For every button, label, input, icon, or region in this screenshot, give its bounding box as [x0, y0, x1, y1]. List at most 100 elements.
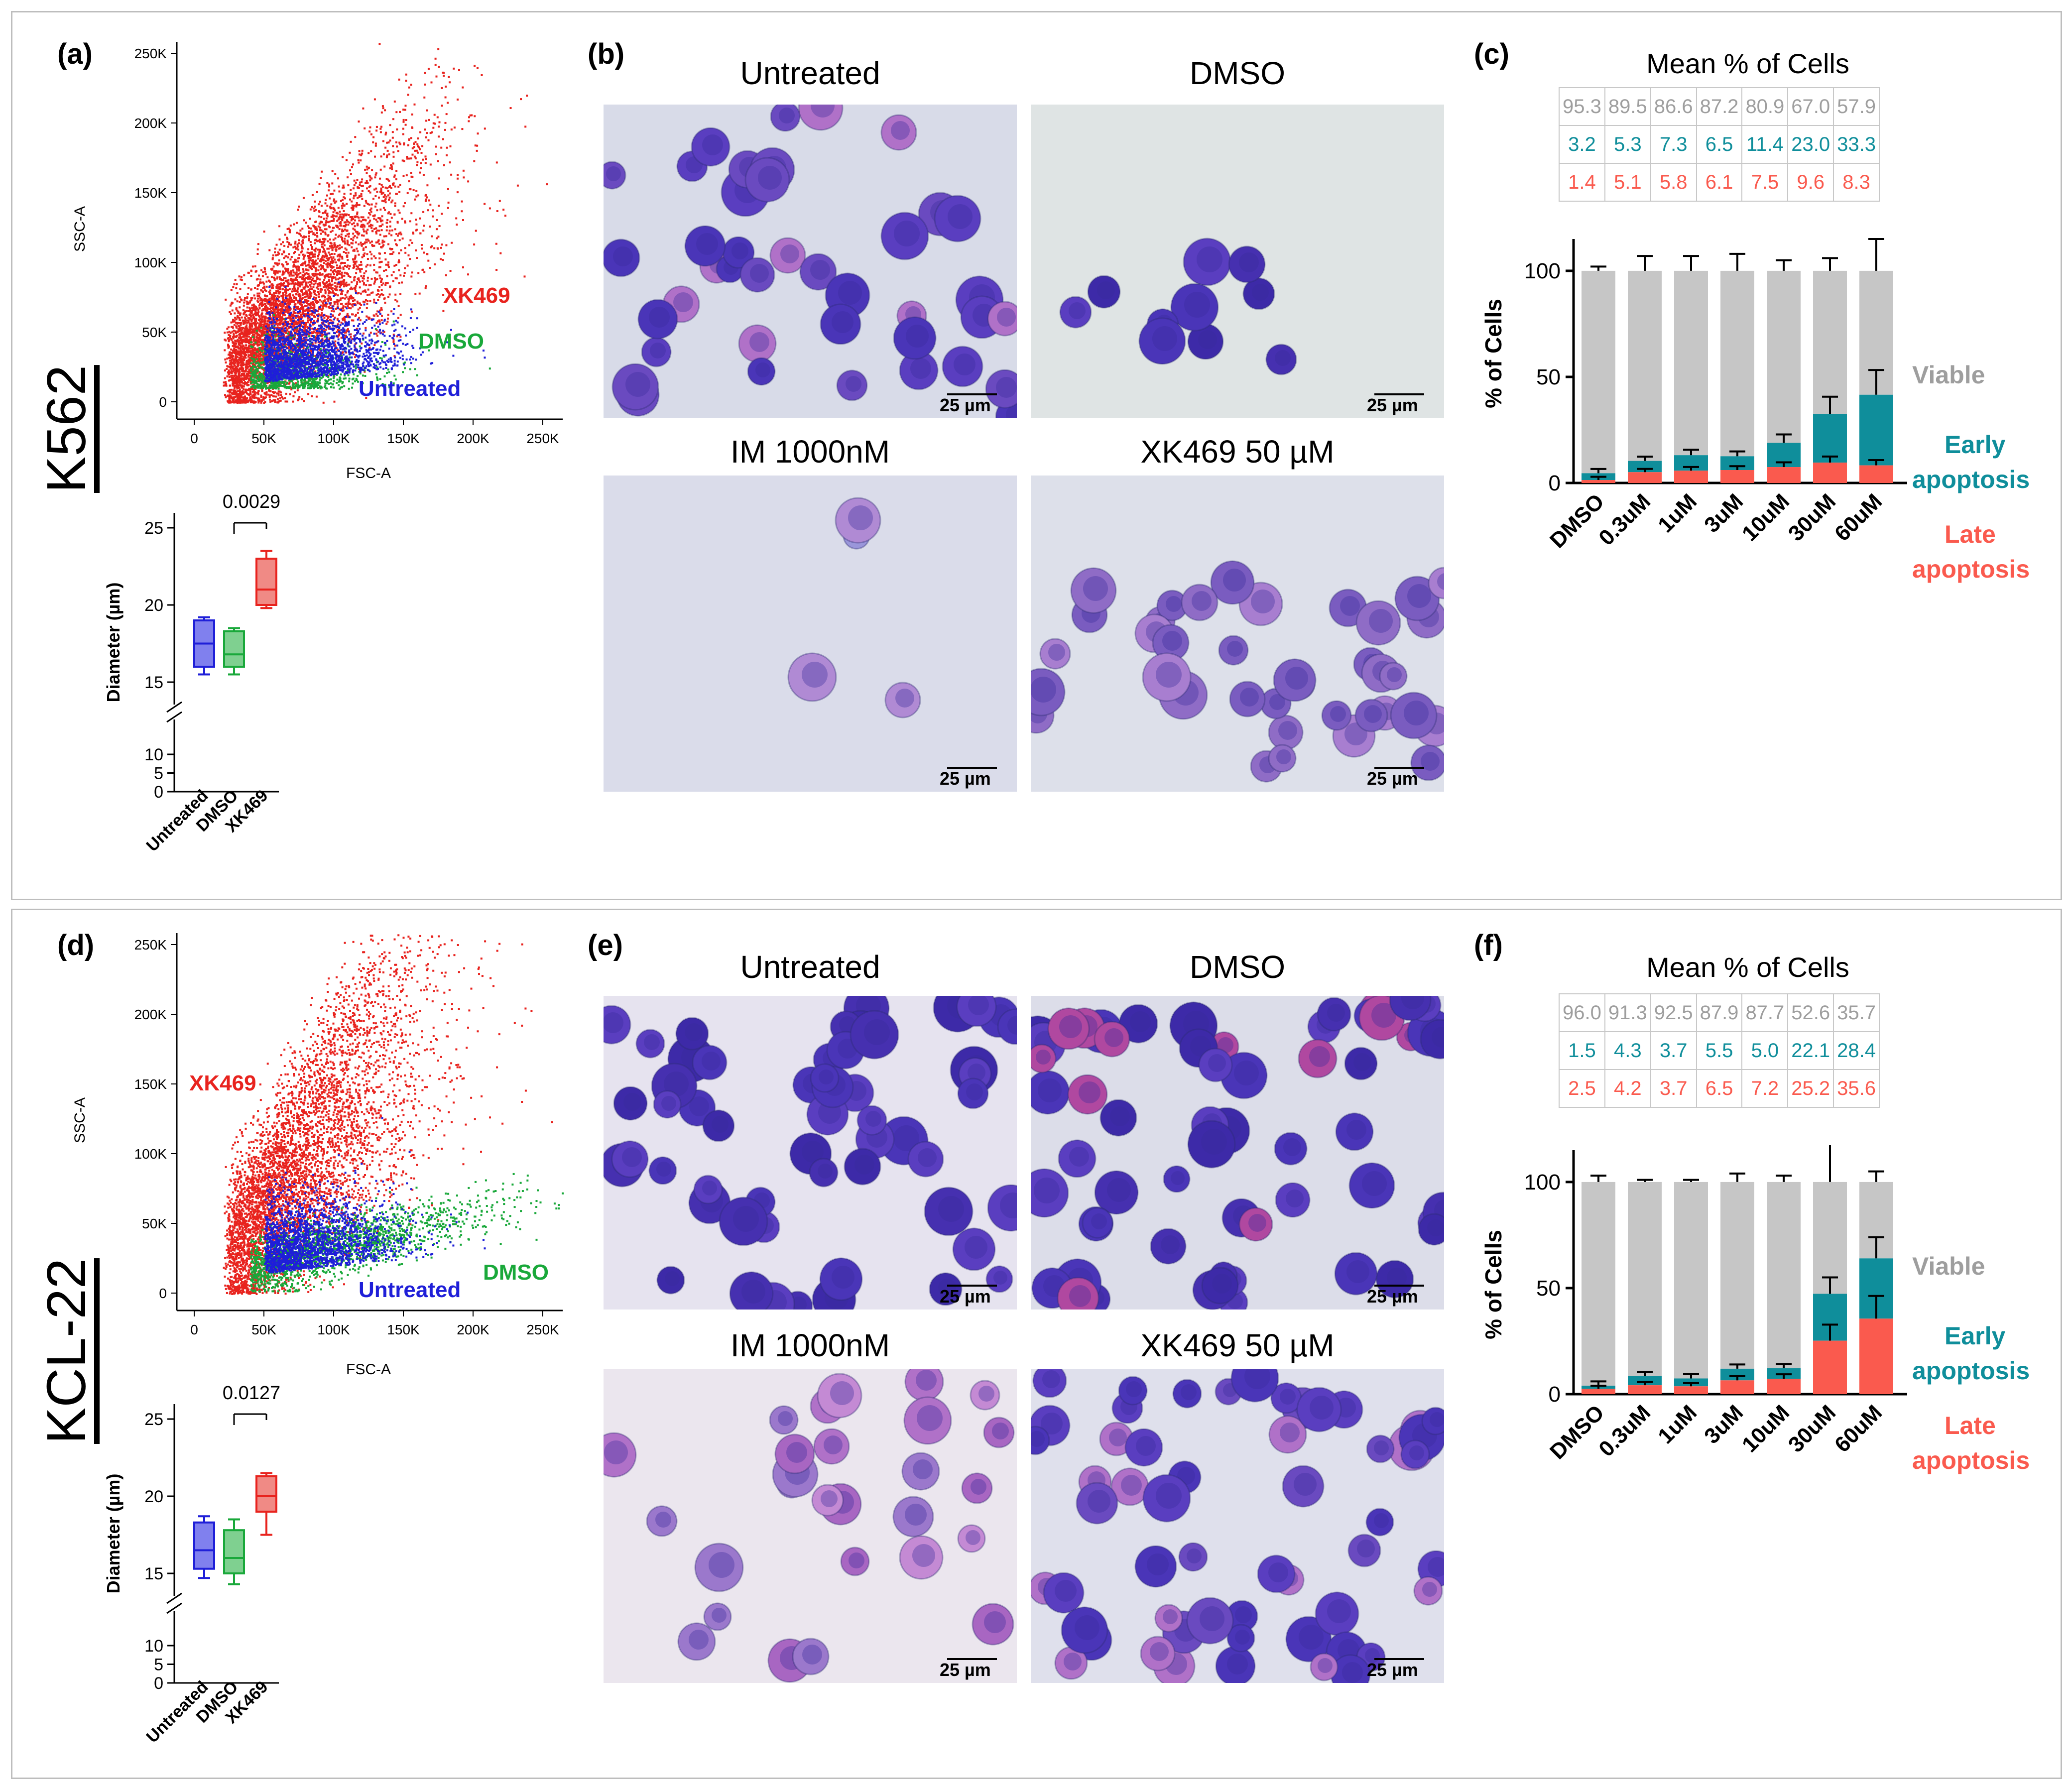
- bar-xtick: 30uM: [1784, 1400, 1840, 1457]
- micro-title-im: IM 1000nM: [730, 434, 890, 470]
- scatter-ylabel: SSC-A: [72, 1097, 88, 1143]
- panel-label-e: (e): [588, 929, 623, 961]
- bar-late: [1859, 465, 1893, 483]
- boxplot-ylabel: Diameter (µm): [103, 583, 123, 703]
- boxplot-ytick: 10: [144, 1637, 163, 1656]
- scatter-plot-kcl22: 0 0 50K 50K 100K 100K 150K 150K 200K 200K 250K 250K…: [72, 933, 564, 1378]
- scatter-xtick: 100K: [317, 1322, 350, 1337]
- bar-late: [1813, 463, 1847, 483]
- mean-cell-viable: 57.9: [1833, 87, 1880, 126]
- boxplot-ylabel: Diameter (µm): [103, 1474, 123, 1594]
- scatter-ytick: 0: [159, 394, 167, 410]
- bar-xtick: 10uM: [1737, 489, 1794, 546]
- scatter-xlabel: FSC-A: [346, 465, 391, 478]
- mean-cell-viable: 96.0: [1559, 993, 1605, 1032]
- legend-late-1: Late: [1945, 1412, 1996, 1439]
- mean-cell-viable: 92.5: [1650, 993, 1697, 1032]
- bar-viable: [1813, 1182, 1847, 1294]
- legend-early-2: apoptosis: [1912, 466, 2030, 493]
- mean-cell-late: 1.4: [1559, 163, 1605, 202]
- mean-cell-viable: 52.6: [1787, 993, 1834, 1032]
- mean-cell-late: 5.8: [1650, 163, 1697, 202]
- micrograph-kcl22-xk: 25 µm: [1031, 1369, 1444, 1683]
- boxplot-ytick: 25: [144, 519, 163, 538]
- scatter-label-untreated: Untreated: [359, 1278, 461, 1302]
- bar-viable: [1720, 1182, 1754, 1369]
- scatter-points-kcl22: [223, 934, 564, 1295]
- legend-early-2: apoptosis: [1912, 1357, 2030, 1385]
- legend-viable: Viable: [1912, 361, 1985, 389]
- panel-label-f: (f): [1474, 929, 1503, 961]
- mean-cell-early: 5.5: [1696, 1031, 1743, 1070]
- bar-ytick: 100: [1524, 259, 1561, 283]
- mean-cell-late: 7.5: [1741, 163, 1789, 202]
- bar-viable: [1582, 270, 1615, 474]
- scatter-ytick: 150K: [134, 1076, 167, 1092]
- mean-table-title: Mean % of Cells: [1646, 48, 1849, 79]
- micro-title-dmso: DMSO: [1190, 55, 1285, 91]
- bar-ytick: 0: [1549, 1382, 1561, 1407]
- boxplot-ytick: 0: [154, 783, 163, 802]
- scatter-xtick: 50K: [251, 431, 276, 446]
- bar-late: [1767, 467, 1801, 483]
- boxplot-ytick: 10: [144, 745, 163, 764]
- scatter-ytick: 50K: [142, 1216, 167, 1231]
- bar-viable: [1628, 270, 1662, 461]
- bar-ytick: 100: [1524, 1170, 1561, 1194]
- bar-early: [1813, 414, 1847, 463]
- legend-early-1: Early: [1945, 1322, 2006, 1350]
- scatter-label-xk469: XK469: [443, 283, 510, 308]
- micrograph-kcl22-dmso: 25 µm: [1031, 996, 1444, 1310]
- bar-viable: [1767, 270, 1801, 443]
- boxplot-ytick: 0: [154, 1674, 163, 1693]
- scatter-points-k562: [223, 43, 548, 404]
- boxplot-ytick: 5: [154, 764, 163, 783]
- scatter-label-xk469: XK469: [189, 1071, 256, 1095]
- mean-cell-late: 5.1: [1604, 163, 1651, 202]
- legend-viable: Viable: [1912, 1252, 1985, 1280]
- boxplot-pvalue: 0.0127: [223, 1384, 280, 1404]
- bar-xtick: DMSO: [1545, 1400, 1609, 1464]
- scatter-xtick: 200K: [457, 431, 489, 446]
- bar-late: [1582, 480, 1615, 483]
- mean-table-k562: 95.3 89.5 86.6 87.2 80.9 67.0 57.9 3.2 5.3 7.3 6.…: [1559, 87, 1880, 202]
- scatter-label-untreated: Untreated: [359, 376, 461, 401]
- boxplot-pvalue: 0.0029: [223, 493, 280, 512]
- box-xk469: [255, 558, 277, 606]
- mean-cell-late: 8.3: [1833, 163, 1880, 202]
- legend-late-2: apoptosis: [1912, 555, 2030, 583]
- boxplot-ytick: 5: [154, 1656, 163, 1674]
- bar-late: [1674, 1386, 1708, 1394]
- mean-cell-viable: 95.3: [1559, 87, 1605, 126]
- bar-late: [1720, 470, 1754, 483]
- scatter-label-dmso: DMSO: [483, 1260, 549, 1285]
- scatter-ytick: 0: [159, 1286, 167, 1301]
- micrograph-kcl22-im: 25 µm: [604, 1369, 1017, 1683]
- panel-label-b: (b): [588, 38, 625, 70]
- mean-cell-late: 6.5: [1696, 1069, 1743, 1108]
- mean-table-title: Mean % of Cells: [1646, 952, 1849, 983]
- panel-label-c: (c): [1474, 38, 1509, 70]
- micrograph-k562-xk: 25 µm: [1031, 476, 1444, 792]
- scale-bar-label: 25 µm: [940, 1286, 991, 1307]
- scatter-ytick: 250K: [134, 937, 167, 953]
- mean-table-kcl22: 96.0 91.3 92.5 87.9 87.7 52.6 35.7 1.5 4.3 3.7 5.…: [1559, 993, 1880, 1108]
- bar-xtick: 1uM: [1653, 489, 1702, 537]
- legend-late-1: Late: [1945, 520, 1996, 548]
- box-dmso: [223, 630, 245, 668]
- bar-late: [1813, 1340, 1847, 1394]
- micrograph-k562-untreated: 25 µm: [604, 105, 1017, 418]
- mean-cell-early: 33.3: [1833, 125, 1880, 164]
- bar-xtick: DMSO: [1545, 489, 1609, 553]
- mean-cell-early: 3.7: [1650, 1031, 1697, 1070]
- mean-cell-viable: 80.9: [1741, 87, 1789, 126]
- bar-viable: [1674, 270, 1708, 456]
- bar-late: [1767, 1379, 1801, 1394]
- mean-cell-early: 7.3: [1650, 125, 1697, 164]
- bar-xtick: 10uM: [1737, 1400, 1794, 1457]
- box-xk469: [255, 1475, 277, 1513]
- scatter-xtick: 100K: [317, 431, 350, 446]
- bar-early: [1628, 461, 1662, 473]
- scatter-ytick: 100K: [134, 1146, 167, 1162]
